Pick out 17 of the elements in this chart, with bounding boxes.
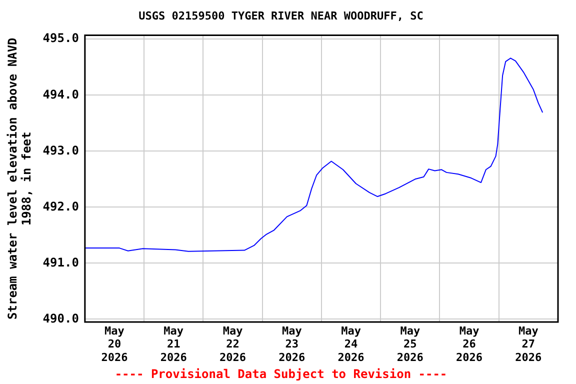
text: ---- Provisional Data Subject to Revision ----	[114, 366, 448, 381]
y-tick-label: 490.0	[42, 311, 79, 326]
x-tick-label: May 22 2026	[220, 324, 246, 364]
y-tick-label: 493.0	[42, 143, 79, 158]
x-tick-label: May 25 2026	[396, 324, 424, 364]
y-axis-title: Stream water level elevation above NAVD 1988, in feet	[5, 38, 34, 320]
x-tick-label: May 26 2026	[456, 324, 483, 364]
x-tick-label: May 27 2026	[515, 324, 542, 364]
x-tick-label: May 24 2026	[338, 324, 365, 364]
y-tick-label: 492.0	[42, 199, 79, 214]
y-tick-label: 495.0	[42, 31, 79, 46]
x-tick-label: May 23 2026	[278, 324, 306, 364]
x-tick-label: May 21 2026	[160, 324, 188, 364]
chart-title: USGS 02159500 TYGER RIVER NEAR WOODRUFF, SC	[138, 9, 424, 22]
y-tick-label: 491.0	[42, 255, 79, 270]
x-tick-label: May 20 2026	[101, 324, 128, 364]
y-tick-label: 494.0	[42, 87, 79, 102]
